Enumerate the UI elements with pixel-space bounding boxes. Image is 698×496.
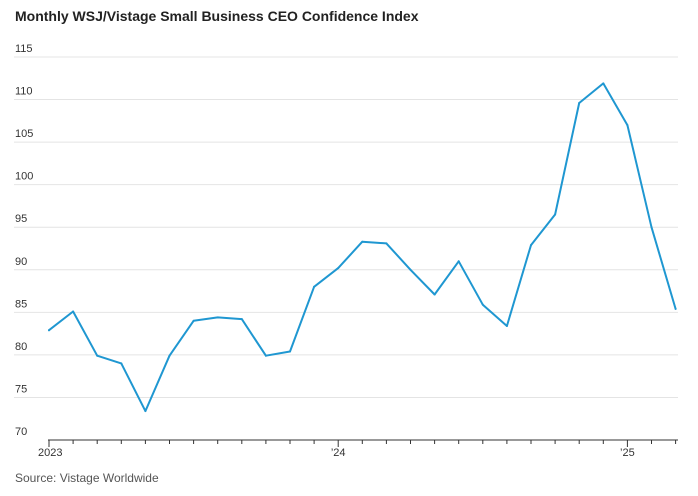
data-point-2024-05 <box>434 293 436 295</box>
data-point-2024-04 <box>410 269 412 271</box>
data-point-2024-07 <box>482 304 484 306</box>
y-tick-label-75: 75 <box>15 383 27 395</box>
source-note: Source: Vistage Worldwide <box>15 471 159 485</box>
data-point-2024-11 <box>578 102 580 104</box>
x-tick-label-0: 2023 <box>38 447 62 459</box>
y-tick-label-85: 85 <box>15 298 27 310</box>
series-line-0 <box>49 83 676 411</box>
y-tick-label-105: 105 <box>15 128 33 140</box>
y-tick-label-95: 95 <box>15 213 27 225</box>
data-point-2023-02 <box>72 310 74 312</box>
data-point-2023-05 <box>144 410 146 412</box>
x-tick-label-1: ’24 <box>331 447 346 459</box>
data-point-2023-03 <box>96 355 98 357</box>
data-point-2025-03 <box>675 308 677 310</box>
data-point-2023-06 <box>169 355 171 357</box>
data-point-2025-01 <box>626 124 628 126</box>
y-tick-label-110: 110 <box>15 86 33 98</box>
data-point-2024-01 <box>337 267 339 269</box>
y-tick-label-90: 90 <box>15 256 27 268</box>
y-tick-label-70: 70 <box>15 426 27 438</box>
data-point-2024-08 <box>506 325 508 327</box>
data-point-2023-10 <box>265 355 267 357</box>
series-layer <box>48 82 677 412</box>
data-point-2023-09 <box>241 318 243 320</box>
data-point-2023-08 <box>217 316 219 318</box>
x-tick-label-2: ’25 <box>620 447 635 459</box>
data-point-2023-11 <box>289 350 291 352</box>
data-point-2025-02 <box>651 226 653 228</box>
line-chart: 70 75 80 85 90 95 100 105 110 115 2023 ’24 ’25 <box>0 0 698 496</box>
data-point-2023-07 <box>193 320 195 322</box>
y-tick-label-80: 80 <box>15 341 27 353</box>
data-point-2024-02 <box>361 241 363 243</box>
x-axis: 2023 ’24 ’25 <box>38 440 678 459</box>
data-point-2024-09 <box>530 244 532 246</box>
data-point-2024-10 <box>554 213 556 215</box>
data-point-2024-03 <box>385 242 387 244</box>
data-point-2023-01 <box>48 329 50 331</box>
data-point-2024-06 <box>458 260 460 262</box>
data-point-2023-12 <box>313 286 315 288</box>
y-axis-ticks: 70 75 80 85 90 95 100 105 110 115 <box>15 43 33 438</box>
y-tick-label-100: 100 <box>15 171 33 183</box>
data-point-2024-12 <box>602 82 604 84</box>
y-tick-label-115: 115 <box>15 43 33 55</box>
data-point-2023-04 <box>120 362 122 364</box>
